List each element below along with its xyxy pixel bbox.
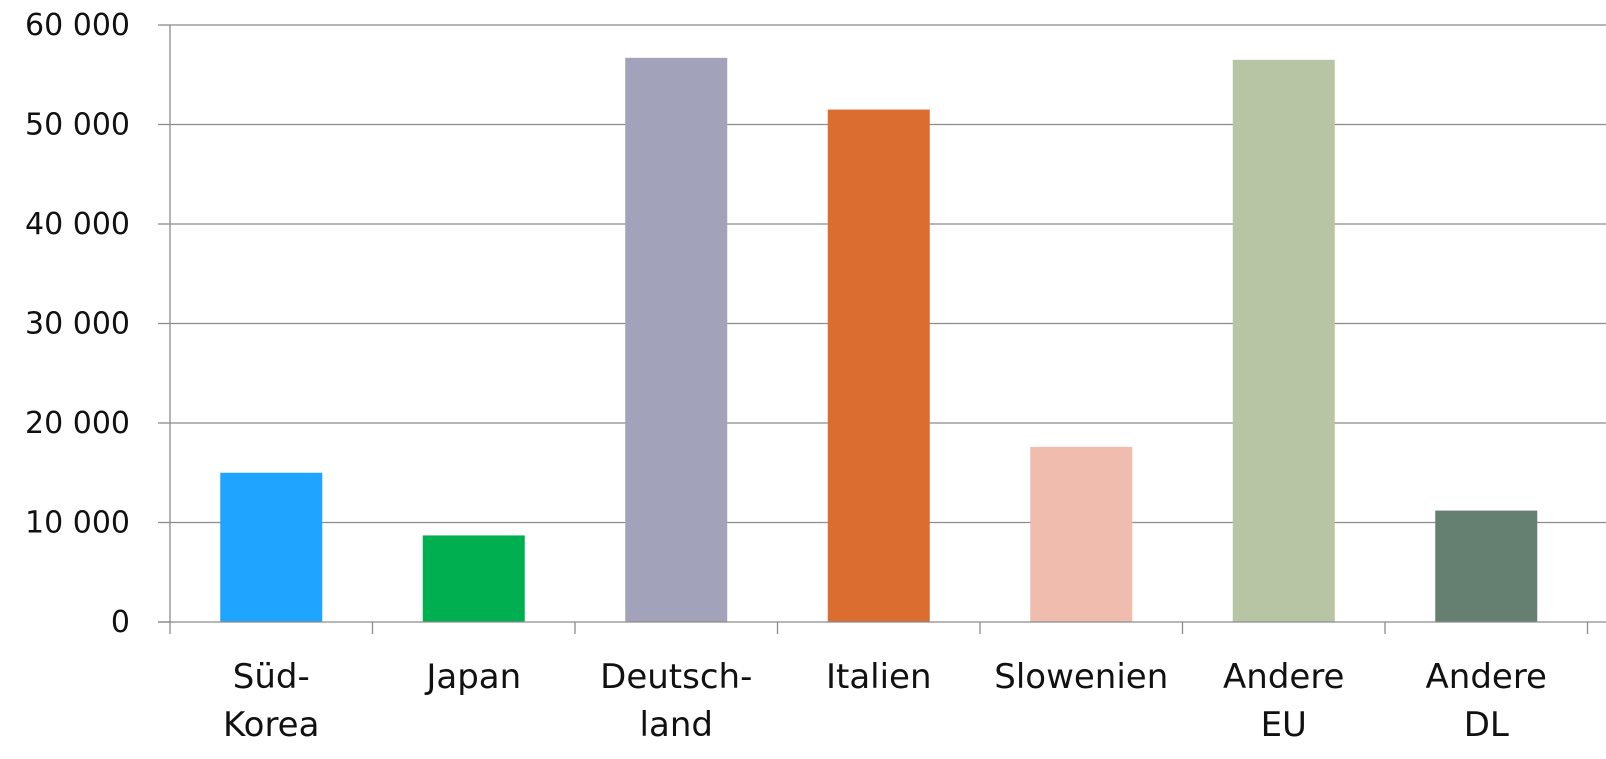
y-tick-label: 30 000 [25, 307, 130, 342]
y-tick-label: 10 000 [25, 506, 130, 541]
x-category-label: Japan [424, 657, 521, 697]
x-category-label: EU [1261, 705, 1307, 745]
bar [220, 472, 323, 622]
y-tick-label: 40 000 [25, 207, 130, 242]
y-tick-label: 0 [111, 605, 130, 640]
x-category-label: Slowenien [994, 657, 1168, 697]
y-tick-label: 20 000 [25, 406, 130, 441]
bar [422, 535, 525, 622]
x-category-label: land [640, 705, 713, 745]
y-tick-label: 60 000 [25, 8, 130, 43]
x-category-label: Andere [1223, 657, 1344, 697]
axis-layer [158, 24, 1606, 634]
bar [1030, 446, 1133, 622]
y-tick-label: 50 000 [25, 108, 130, 143]
x-category-label: Süd- [233, 657, 310, 697]
x-category-label: DL [1464, 705, 1509, 745]
bar-layer [220, 57, 1538, 622]
bar [827, 109, 930, 622]
x-category-label: Andere [1426, 657, 1547, 697]
bar [1435, 510, 1538, 622]
label-layer: 0 10 000 20 000 30 000 40 000 50 000 60 000 Süd… [25, 8, 1547, 745]
bar [625, 57, 728, 622]
x-category-label: Korea [223, 705, 319, 745]
bar [1232, 59, 1335, 622]
x-category-label: Deutsch- [600, 657, 752, 697]
x-category-label: Italien [826, 657, 932, 697]
